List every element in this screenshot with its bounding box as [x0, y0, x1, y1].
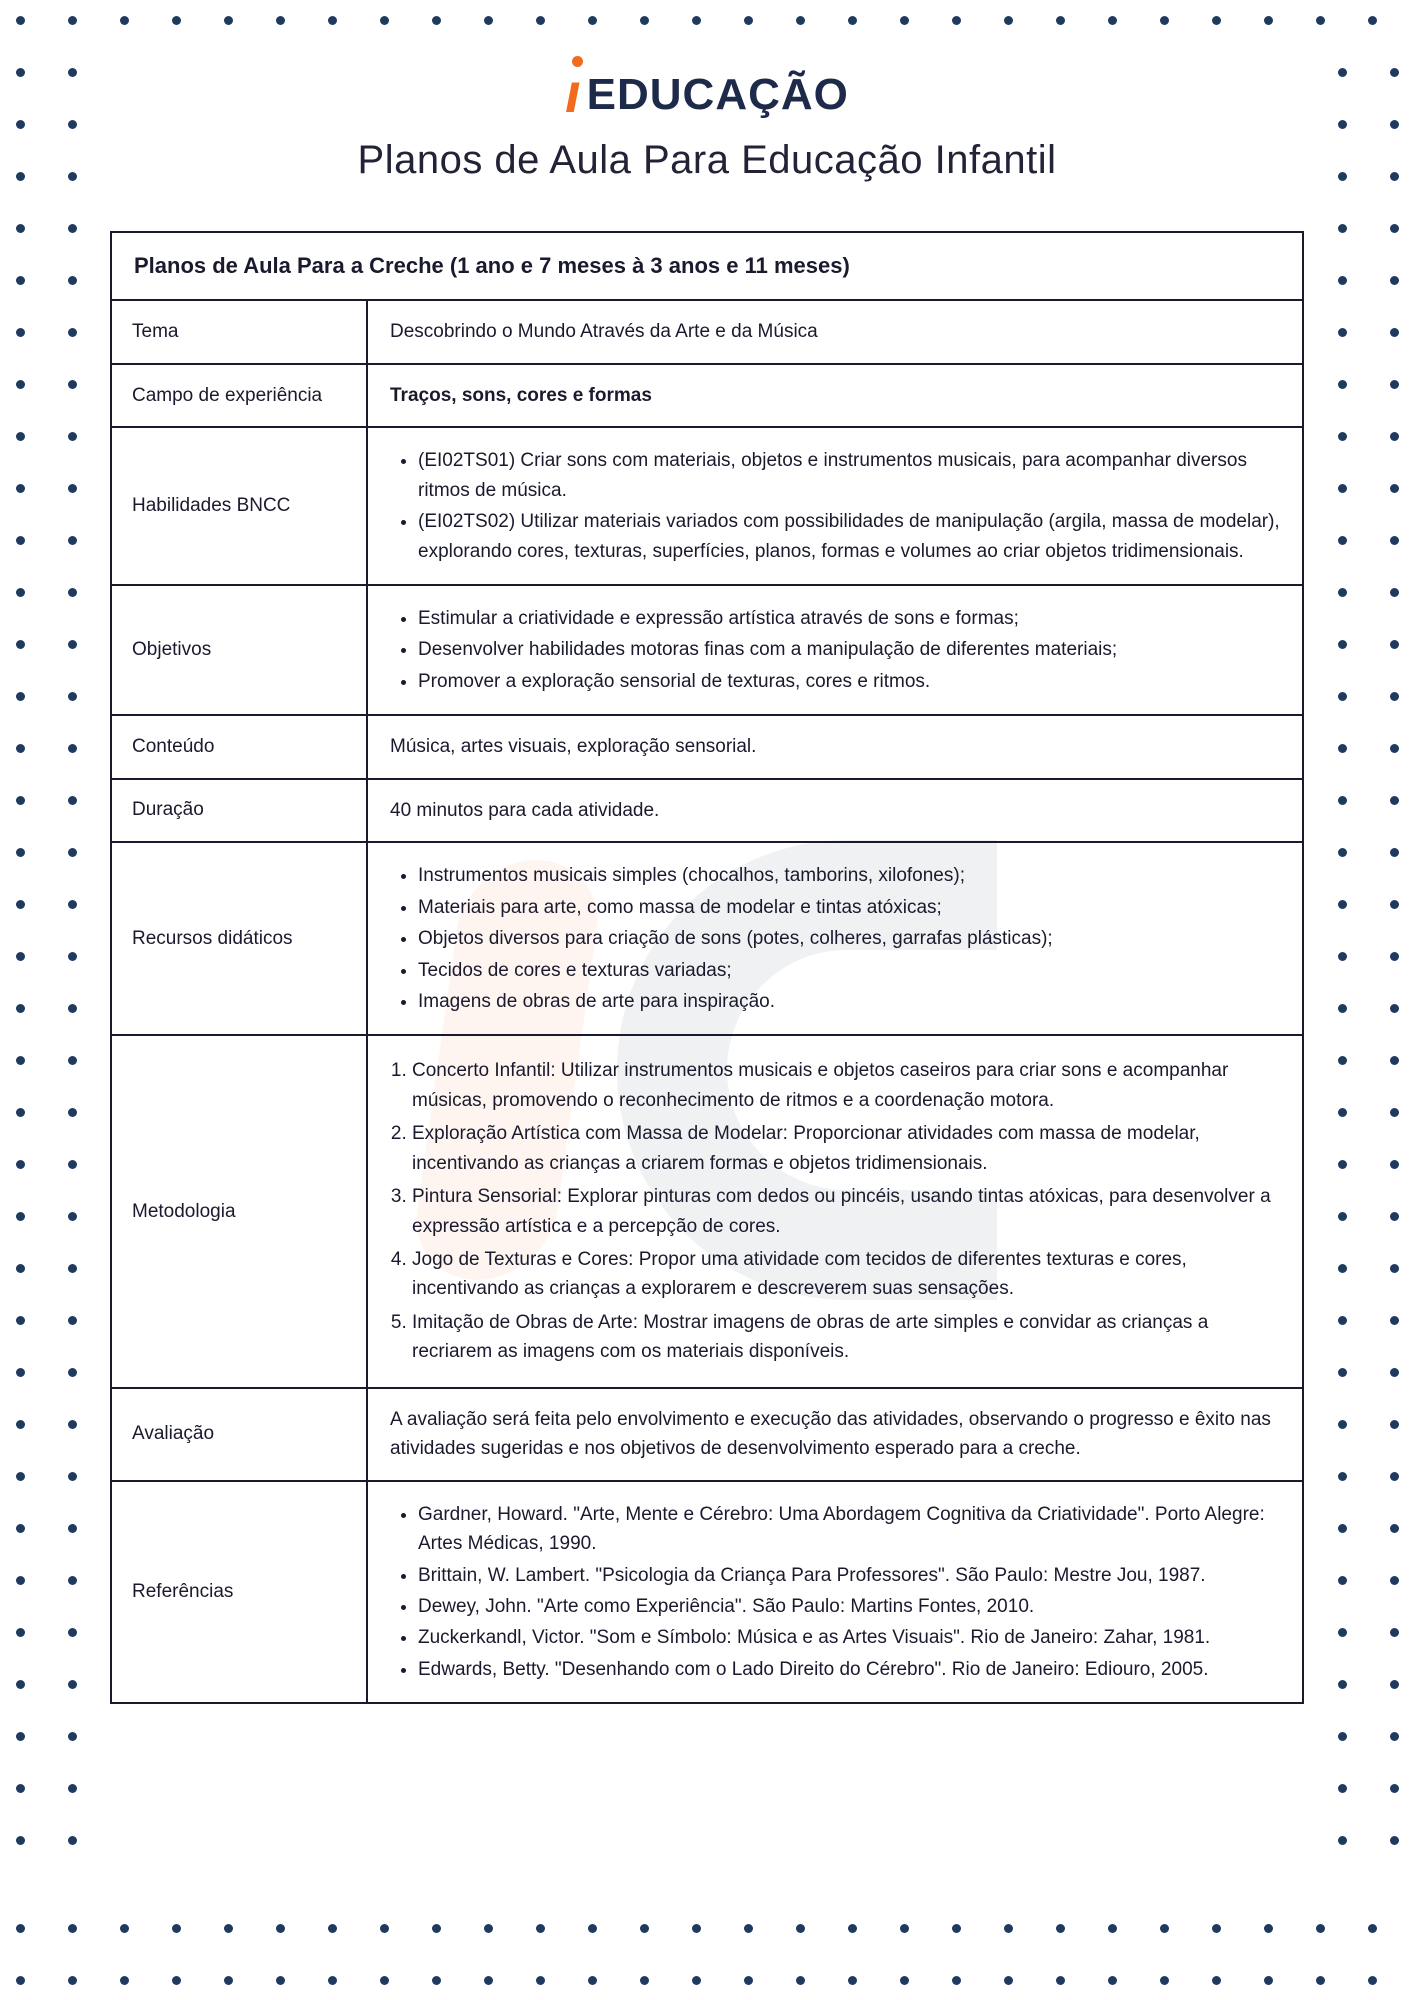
- referencia-item: Zuckerkandl, Victor. "Som e Símbolo: Mús…: [418, 1623, 1280, 1652]
- value-tema: Descobrindo o Mundo Através da Arte e da…: [368, 301, 1302, 362]
- recurso-item: Objetos diversos para criação de sons (p…: [418, 924, 1280, 953]
- label-objetivos: Objetivos: [112, 586, 368, 714]
- recurso-item: Materiais para arte, como massa de model…: [418, 893, 1280, 922]
- label-conteudo: Conteúdo: [112, 716, 368, 777]
- value-habilidades: (EI02TS01) Criar sons com materiais, obj…: [368, 428, 1302, 584]
- value-objetivos: Estimular a criatividade e expressão art…: [368, 586, 1302, 714]
- recurso-item: Instrumentos musicais simples (chocalhos…: [418, 861, 1280, 890]
- label-referencias: Referências: [112, 1482, 368, 1703]
- recurso-item: Imagens de obras de arte para inspiração…: [418, 987, 1280, 1016]
- label-habilidades: Habilidades BNCC: [112, 428, 368, 584]
- value-recursos: Instrumentos musicais simples (chocalhos…: [368, 843, 1302, 1034]
- habilidade-item: (EI02TS01) Criar sons com materiais, obj…: [418, 446, 1280, 505]
- recurso-item: Tecidos de cores e texturas variadas;: [418, 956, 1280, 985]
- metodologia-item: Concerto Infantil: Utilizar instrumentos…: [412, 1056, 1280, 1115]
- label-avaliacao: Avaliação: [112, 1389, 368, 1480]
- row-duracao: Duração 40 minutos para cada atividade.: [112, 780, 1302, 843]
- row-habilidades: Habilidades BNCC (EI02TS01) Criar sons c…: [112, 428, 1302, 586]
- objetivo-item: Promover a exploração sensorial de textu…: [418, 667, 1280, 696]
- metodologia-item: Exploração Artística com Massa de Modela…: [412, 1119, 1280, 1178]
- page-title: Planos de Aula Para Educação Infantil: [110, 138, 1304, 183]
- row-campo: Campo de experiência Traços, sons, cores…: [112, 365, 1302, 428]
- table-title: Planos de Aula Para a Creche (1 ano e 7 …: [112, 233, 1302, 301]
- label-metodologia: Metodologia: [112, 1036, 368, 1386]
- objetivo-item: Estimular a criatividade e expressão art…: [418, 604, 1280, 633]
- value-avaliacao: A avaliação será feita pelo envolvimento…: [368, 1389, 1302, 1480]
- metodologia-item: Pintura Sensorial: Explorar pinturas com…: [412, 1182, 1280, 1241]
- referencia-item: Brittain, W. Lambert. "Psicologia da Cri…: [418, 1561, 1280, 1590]
- value-referencias: Gardner, Howard. "Arte, Mente e Cérebro:…: [368, 1482, 1302, 1703]
- value-duracao: 40 minutos para cada atividade.: [368, 780, 1302, 841]
- logo-text: EDUCAÇÃO: [587, 70, 849, 120]
- referencia-item: Dewey, John. "Arte como Experiência". Sã…: [418, 1592, 1280, 1621]
- row-avaliacao: Avaliação A avaliação será feita pelo en…: [112, 1389, 1302, 1482]
- document-content: ı EDUCAÇÃO Planos de Aula Para Educação …: [0, 0, 1414, 1764]
- row-tema: Tema Descobrindo o Mundo Através da Arte…: [112, 301, 1302, 364]
- value-campo: Traços, sons, cores e formas: [368, 365, 1302, 426]
- metodologia-item: Jogo de Texturas e Cores: Propor uma ati…: [412, 1245, 1280, 1304]
- objetivo-item: Desenvolver habilidades motoras finas co…: [418, 635, 1280, 664]
- row-recursos: Recursos didáticos Instrumentos musicais…: [112, 843, 1302, 1036]
- label-campo: Campo de experiência: [112, 365, 368, 426]
- row-referencias: Referências Gardner, Howard. "Arte, Ment…: [112, 1482, 1302, 1703]
- referencia-item: Gardner, Howard. "Arte, Mente e Cérebro:…: [418, 1500, 1280, 1559]
- habilidade-item: (EI02TS02) Utilizar materiais variados c…: [418, 507, 1280, 566]
- value-conteudo: Música, artes visuais, exploração sensor…: [368, 716, 1302, 777]
- row-objetivos: Objetivos Estimular a criatividade e exp…: [112, 586, 1302, 716]
- label-duracao: Duração: [112, 780, 368, 841]
- lesson-plan-table: Planos de Aula Para a Creche (1 ano e 7 …: [110, 231, 1304, 1704]
- label-tema: Tema: [112, 301, 368, 362]
- logo-i-icon: ı: [565, 68, 581, 118]
- referencia-item: Edwards, Betty. "Desenhando com o Lado D…: [418, 1655, 1280, 1684]
- metodologia-item: Imitação de Obras de Arte: Mostrar image…: [412, 1308, 1280, 1367]
- row-metodologia: Metodologia Concerto Infantil: Utilizar …: [112, 1036, 1302, 1388]
- logo: ı EDUCAÇÃO: [110, 70, 1304, 120]
- value-metodologia: Concerto Infantil: Utilizar instrumentos…: [368, 1036, 1302, 1386]
- label-recursos: Recursos didáticos: [112, 843, 368, 1034]
- row-conteudo: Conteúdo Música, artes visuais, exploraç…: [112, 716, 1302, 779]
